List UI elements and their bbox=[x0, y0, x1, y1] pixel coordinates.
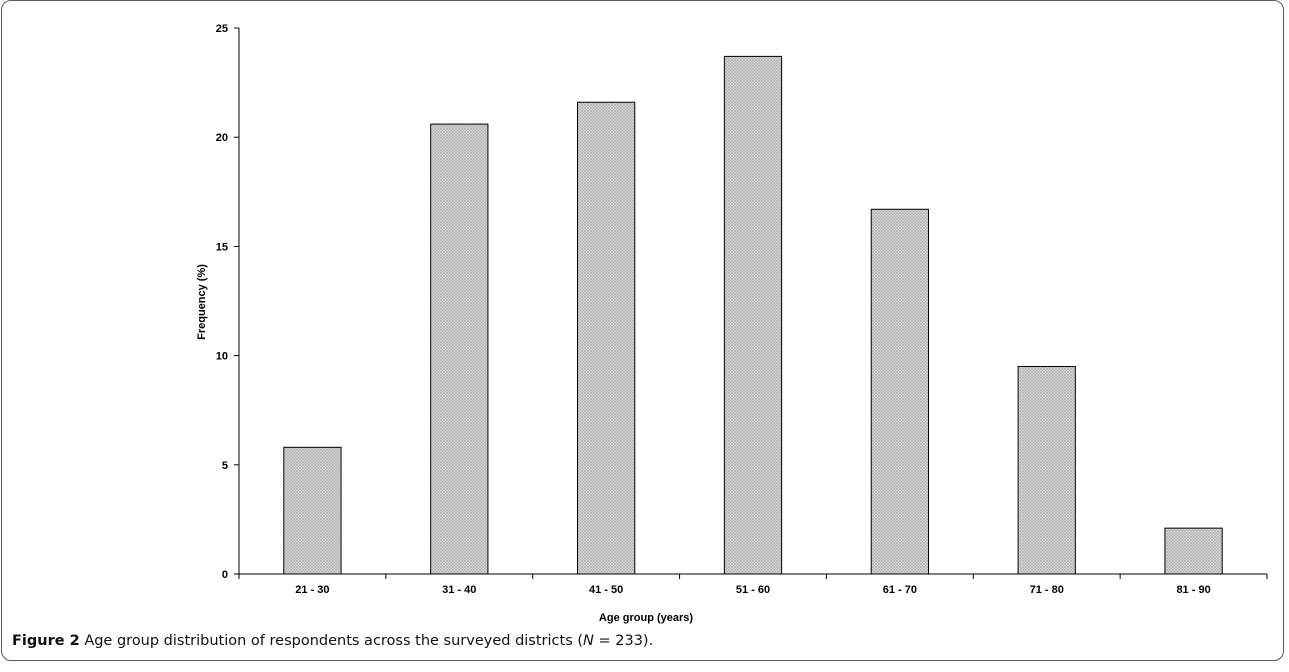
bar bbox=[1018, 367, 1075, 574]
bar bbox=[578, 102, 635, 574]
bar bbox=[284, 447, 341, 574]
caption-text: Age group distribution of respondents ac… bbox=[84, 633, 653, 649]
bar bbox=[431, 124, 488, 574]
y-tick-label: 0 bbox=[222, 569, 228, 581]
bar bbox=[724, 56, 781, 574]
x-tick-label: 81 - 90 bbox=[1176, 584, 1210, 596]
y-tick-label: 25 bbox=[216, 23, 228, 35]
x-tick-label: 41 - 50 bbox=[589, 584, 623, 596]
y-tick-label: 20 bbox=[216, 132, 228, 144]
x-tick-label: 21 - 30 bbox=[295, 584, 329, 596]
y-tick-label: 5 bbox=[222, 460, 228, 472]
figure-caption: Figure 2 Age group distribution of respo… bbox=[12, 633, 653, 649]
x-tick-label: 61 - 70 bbox=[883, 584, 917, 596]
y-tick-label: 15 bbox=[216, 241, 228, 253]
x-tick-label: 51 - 60 bbox=[736, 584, 770, 596]
bar bbox=[871, 209, 928, 574]
figure-number: Figure 2 bbox=[12, 633, 80, 649]
x-axis-label: Age group (years) bbox=[599, 612, 693, 624]
bar bbox=[1165, 528, 1222, 574]
y-axis-label: Frequency (%) bbox=[196, 264, 208, 340]
x-tick-label: 31 - 40 bbox=[442, 584, 476, 596]
y-tick-label: 10 bbox=[216, 351, 228, 363]
sample-size-symbol: N bbox=[583, 633, 594, 649]
x-tick-label: 71 - 80 bbox=[1030, 584, 1064, 596]
